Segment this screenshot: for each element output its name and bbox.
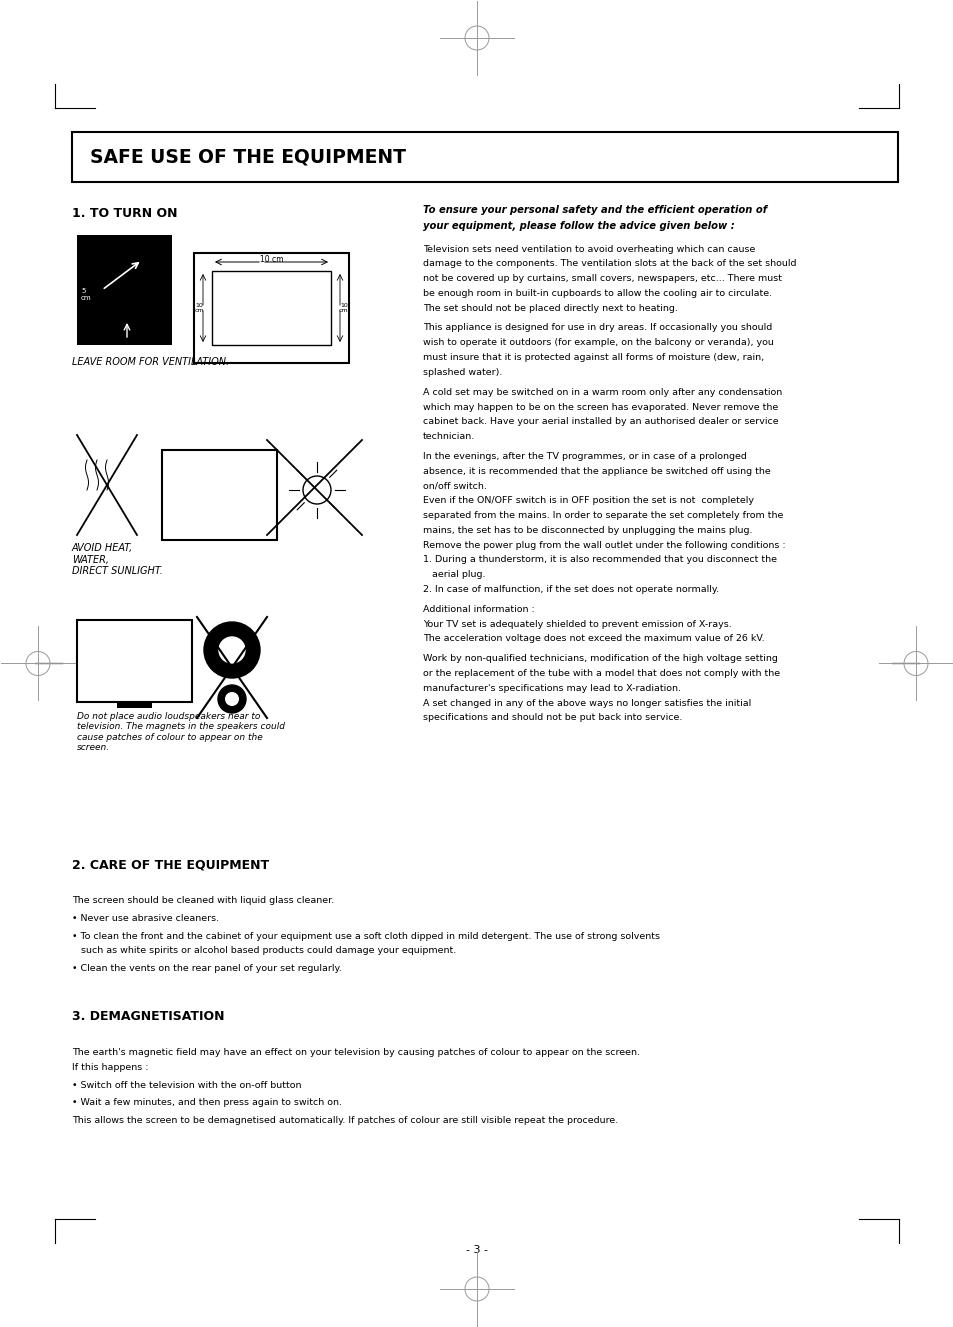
Text: which may happen to be on the screen has evaporated. Never remove the: which may happen to be on the screen has… <box>422 402 778 411</box>
Text: 10
cm: 10 cm <box>149 243 159 256</box>
Text: Additional information :: Additional information : <box>422 605 535 614</box>
Text: • Wait a few minutes, and then press again to switch on.: • Wait a few minutes, and then press aga… <box>71 1099 341 1108</box>
Text: aerial plug.: aerial plug. <box>422 571 485 580</box>
Text: 2. CARE OF THE EQUIPMENT: 2. CARE OF THE EQUIPMENT <box>71 859 269 871</box>
Circle shape <box>218 685 246 713</box>
Text: The acceleration voltage does not exceed the maximum value of 26 kV.: The acceleration voltage does not exceed… <box>422 634 763 644</box>
Bar <box>212 271 331 345</box>
Text: must insure that it is protected against all forms of moisture (dew, rain,: must insure that it is protected against… <box>422 353 763 362</box>
Text: separated from the mains. In order to separate the set completely from the: separated from the mains. In order to se… <box>422 511 782 520</box>
Text: The earth's magnetic field may have an effect on your television by causing patc: The earth's magnetic field may have an e… <box>71 1048 639 1058</box>
Bar <box>162 450 276 540</box>
Text: Television sets need ventilation to avoid overheating which can cause: Television sets need ventilation to avoi… <box>422 244 755 253</box>
Text: splashed water).: splashed water). <box>422 368 502 377</box>
Text: 1. TO TURN ON: 1. TO TURN ON <box>71 207 177 220</box>
Text: In the evenings, after the TV programmes, or in case of a prolonged: In the evenings, after the TV programmes… <box>422 453 746 460</box>
Text: your equipment, please follow the advice given below :: your equipment, please follow the advice… <box>422 222 734 231</box>
Circle shape <box>204 622 260 678</box>
Text: cabinet back. Have your aerial installed by an authorised dealer or service: cabinet back. Have your aerial installed… <box>422 417 778 426</box>
Bar <box>117 702 152 709</box>
Text: technician.: technician. <box>422 433 475 441</box>
Text: Do not place audio loudspeakers near to
television. The magnets in the speakers : Do not place audio loudspeakers near to … <box>77 713 285 752</box>
Text: 2. In case of malfunction, if the set does not operate normally.: 2. In case of malfunction, if the set do… <box>422 585 719 594</box>
Text: A cold set may be switched on in a warm room only after any condensation: A cold set may be switched on in a warm … <box>422 387 781 397</box>
Text: be enough room in built-in cupboards to allow the cooling air to circulate.: be enough room in built-in cupboards to … <box>422 289 771 297</box>
Bar <box>71 131 897 182</box>
Text: on/off switch.: on/off switch. <box>422 482 486 491</box>
Text: specifications and should not be put back into service.: specifications and should not be put bac… <box>422 714 681 722</box>
Text: wish to operate it outdoors (for example, on the balcony or veranda), you: wish to operate it outdoors (for example… <box>422 338 773 348</box>
Text: mains, the set has to be disconnected by unplugging the mains plug.: mains, the set has to be disconnected by… <box>422 525 752 535</box>
Text: damage to the components. The ventilation slots at the back of the set should: damage to the components. The ventilatio… <box>422 259 796 268</box>
Text: • Never use abrasive cleaners.: • Never use abrasive cleaners. <box>71 914 219 922</box>
Text: A set changed in any of the above ways no longer satisfies the initial: A set changed in any of the above ways n… <box>422 699 750 707</box>
Text: This allows the screen to be demagnetised automatically. If patches of colour ar: This allows the screen to be demagnetise… <box>71 1116 618 1125</box>
Text: 3. DEMAGNETISATION: 3. DEMAGNETISATION <box>71 1010 224 1023</box>
Text: AVOID HEAT,
WATER,
DIRECT SUNLIGHT.: AVOID HEAT, WATER, DIRECT SUNLIGHT. <box>71 543 163 576</box>
Text: Your TV set is adequately shielded to prevent emission of X-rays.: Your TV set is adequately shielded to pr… <box>422 620 731 629</box>
Text: absence, it is recommended that the appliance be switched off using the: absence, it is recommended that the appl… <box>422 467 770 475</box>
Text: manufacturer's specifications may lead to X-radiation.: manufacturer's specifications may lead t… <box>422 683 680 693</box>
Text: If this happens :: If this happens : <box>71 1063 149 1072</box>
Bar <box>77 235 172 345</box>
Text: Even if the ON/OFF switch is in OFF position the set is not  completely: Even if the ON/OFF switch is in OFF posi… <box>422 496 753 506</box>
Text: 10
cm: 10 cm <box>338 303 348 313</box>
Circle shape <box>226 693 238 705</box>
Text: SAFE USE OF THE EQUIPMENT: SAFE USE OF THE EQUIPMENT <box>90 147 406 166</box>
Text: Work by non-qualified technicians, modification of the high voltage setting: Work by non-qualified technicians, modif… <box>422 654 777 664</box>
Text: • Switch off the television with the on-off button: • Switch off the television with the on-… <box>71 1080 301 1089</box>
Text: - 3 -: - 3 - <box>465 1245 488 1255</box>
Text: 1. During a thunderstorm, it is also recommended that you disconnect the: 1. During a thunderstorm, it is also rec… <box>422 556 776 564</box>
Text: 10
cm: 10 cm <box>194 303 204 313</box>
Text: • Clean the vents on the rear panel of your set regularly.: • Clean the vents on the rear panel of y… <box>71 965 341 973</box>
Text: 5
cm: 5 cm <box>81 288 91 301</box>
Text: The set should not be placed directly next to heating.: The set should not be placed directly ne… <box>422 304 678 313</box>
Text: This appliance is designed for use in dry areas. If occasionally you should: This appliance is designed for use in dr… <box>422 324 771 333</box>
Text: To ensure your personal safety and the efficient operation of: To ensure your personal safety and the e… <box>422 204 766 215</box>
Text: The screen should be cleaned with liquid glass cleaner.: The screen should be cleaned with liquid… <box>71 896 334 905</box>
Text: Remove the power plug from the wall outlet under the following conditions :: Remove the power plug from the wall outl… <box>422 540 785 549</box>
Bar <box>77 620 192 702</box>
Text: not be covered up by curtains, small covers, newspapers, etc... There must: not be covered up by curtains, small cov… <box>422 275 781 283</box>
Text: • To clean the front and the cabinet of your equipment use a soft cloth dipped i: • To clean the front and the cabinet of … <box>71 932 659 941</box>
Bar <box>193 253 349 364</box>
Text: or the replacement of the tube with a model that does not comply with the: or the replacement of the tube with a mo… <box>422 669 780 678</box>
Text: 10 cm: 10 cm <box>259 255 283 264</box>
Circle shape <box>219 637 245 664</box>
Text: such as white spirits or alcohol based products could damage your equipment.: such as white spirits or alcohol based p… <box>71 946 456 955</box>
Text: LEAVE ROOM FOR VENTILATION.: LEAVE ROOM FOR VENTILATION. <box>71 357 229 368</box>
